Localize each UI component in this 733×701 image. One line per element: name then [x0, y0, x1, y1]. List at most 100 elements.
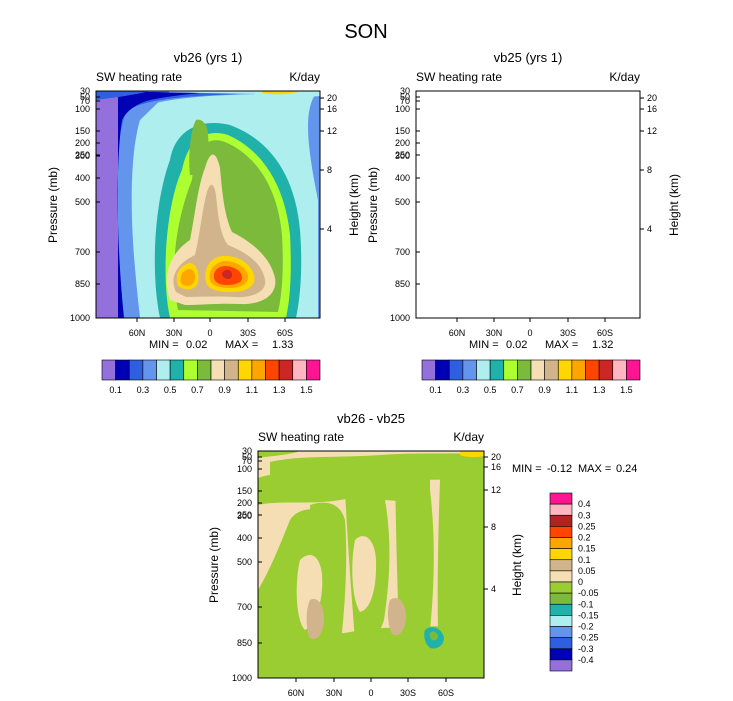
y-axis-title: Pressure (mb) [46, 167, 60, 243]
y-tick-label: 500 [237, 557, 252, 567]
y-tick-label: 70 [400, 96, 410, 106]
colorbar-label: 0.15 [578, 544, 596, 554]
colorbar-swatch [585, 359, 600, 381]
colorbar-swatch [530, 359, 545, 381]
height-tick-label: 16 [327, 104, 337, 114]
y-axis-right: 20 16 12 8 4 [484, 452, 501, 594]
min-value: -0.12 [547, 463, 572, 475]
left-string: SW heating rate [96, 70, 182, 84]
colorbar-swatch [448, 359, 464, 381]
colorbar-label: -0.2 [578, 622, 594, 632]
y-tick-label: 100 [75, 104, 90, 114]
colorbar-swatch [421, 359, 436, 381]
colorbar-swatch [517, 359, 532, 381]
panel-title: vb25 (yrs 1) [494, 50, 563, 65]
colorbar-label: 1.5 [300, 385, 313, 395]
colorbar-swatch [549, 592, 573, 605]
colorbar-swatch [503, 359, 518, 381]
x-tick-label: 60N [449, 328, 466, 338]
colorbar-swatch [476, 359, 491, 381]
contour-field [258, 451, 484, 678]
colorbar-swatch [224, 359, 239, 381]
colorbar-swatch [549, 637, 573, 650]
y-tick-label: 400 [75, 173, 90, 183]
y-axis-right-title: Height (km) [347, 174, 361, 236]
colorbar-swatch [292, 359, 307, 381]
x-tick-label: 30N [486, 328, 503, 338]
x-axis: 60N 30N 0 30S 60S [129, 318, 293, 338]
colorbar-swatch [549, 615, 573, 627]
colorbar-swatch [571, 359, 586, 381]
y-tick-label: 30 [80, 86, 90, 96]
colorbar-label: -0.15 [578, 610, 599, 620]
y-tick-label: 300 [75, 151, 90, 161]
colorbar-swatch [435, 359, 450, 381]
colorbar-label: 0.5 [164, 385, 177, 395]
colorbar-label: 1.3 [593, 385, 606, 395]
min-label: MIN = [469, 339, 499, 351]
height-tick-label: 20 [491, 452, 501, 462]
y-tick-label: 700 [75, 247, 90, 257]
left-string: SW heating rate [416, 70, 502, 84]
y-tick-label: 300 [395, 151, 410, 161]
y-axis-right-title: Height (km) [510, 534, 524, 596]
colorbar: 0.1 0.3 0.5 0.7 0.9 1.1 1.3 1.5 [421, 359, 641, 395]
colorbar-swatch [549, 626, 573, 638]
colorbar-swatch [626, 359, 641, 381]
colorbar: 0.1 0.3 0.5 0.7 0.9 1.1 1.3 1.5 [101, 359, 321, 395]
y-tick-label: 200 [75, 138, 90, 148]
colorbar-label: -0.4 [578, 655, 594, 665]
height-tick-label: 4 [491, 584, 496, 594]
colorbar-label: 0.1 [429, 385, 442, 395]
y-axis-left: 30 50 70 100 150 200 250 300 400 500 700… [70, 86, 100, 323]
colorbar-swatch [462, 359, 477, 381]
y-tick-label: 30 [242, 446, 252, 456]
colorbar-swatch [115, 359, 130, 381]
y-axis-right-title: Height (km) [667, 174, 681, 236]
colorbar-swatch [544, 359, 559, 381]
x-tick-label: 30S [400, 688, 416, 698]
y-tick-label: 150 [237, 486, 252, 496]
left-string: SW heating rate [258, 430, 344, 444]
y-tick-label: 50 [400, 92, 410, 102]
y-tick-label: 70 [80, 96, 90, 106]
height-tick-label: 8 [491, 522, 496, 532]
colorbar-swatch [549, 537, 573, 549]
y-tick-label: 70 [242, 456, 252, 466]
colorbar-label: 0.7 [191, 385, 204, 395]
colorbar-swatch [549, 503, 573, 516]
y-tick-label: 500 [395, 197, 410, 207]
y-axis-left: 30 50 70 100 150 200 250 300 400 500 700… [390, 86, 420, 323]
panel-difference: vb26 - vb25 SW heating rate K/day 30 50 [207, 411, 637, 698]
colorbar-swatch [489, 359, 505, 381]
y-tick-label: 400 [395, 173, 410, 183]
max-label: MAX = [225, 339, 258, 351]
colorbar-label: 1.3 [273, 385, 286, 395]
colorbar-swatch [265, 359, 280, 381]
colorbar-label: 0.3 [578, 510, 591, 520]
y-tick-label: 1000 [70, 313, 90, 323]
min-label: MIN = [512, 463, 542, 475]
x-tick-label: 60S [597, 328, 613, 338]
colorbar-label: 0.1 [578, 555, 591, 565]
height-tick-label: 4 [647, 224, 652, 234]
colorbar-swatch [237, 359, 253, 381]
height-tick-label: 8 [327, 165, 332, 175]
colorbar-swatch [197, 359, 212, 381]
panel-vb26: vb26 (yrs 1) SW heating rate K/day [46, 50, 361, 395]
x-tick-label: 30N [166, 328, 183, 338]
colorbar-swatch [549, 570, 573, 583]
colorbar-label: -0.3 [578, 644, 594, 654]
colorbar-label: 0.5 [484, 385, 497, 395]
y-tick-label: 700 [237, 602, 252, 612]
colorbar-swatch [142, 359, 157, 381]
y-tick-label: 500 [75, 197, 90, 207]
y-axis-title: Pressure (mb) [207, 527, 221, 603]
panel-vb25: vb25 (yrs 1) SW heating rate K/day [366, 50, 681, 395]
colorbar-label: 1.1 [566, 385, 579, 395]
height-tick-label: 16 [647, 104, 657, 114]
y-tick-label: 150 [75, 126, 90, 136]
height-tick-label: 16 [491, 462, 501, 472]
y-tick-label: 1000 [232, 673, 252, 683]
